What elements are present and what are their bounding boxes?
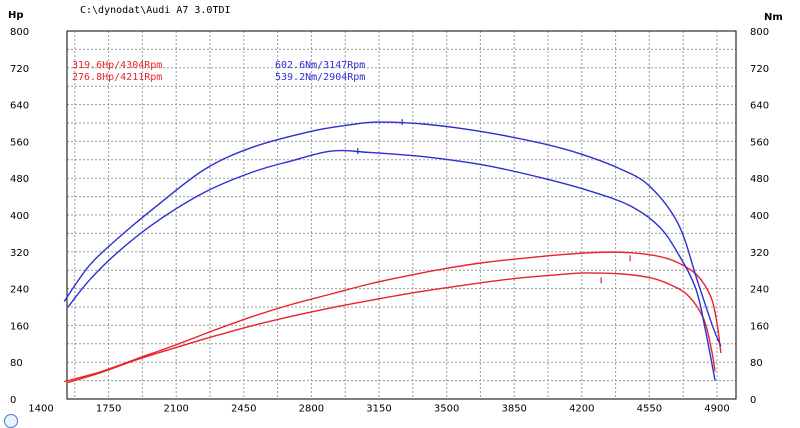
x-tick-label: 4200 (569, 403, 594, 414)
left-y-tick-label: 800 (10, 27, 29, 38)
right-axis-unit: Nm (764, 12, 783, 23)
right-y-tick-label: 320 (750, 248, 769, 259)
x-tick-label: 3500 (434, 403, 459, 414)
torque-annotation-1: 602.6Nm/3147Rpm (275, 60, 365, 71)
grid (67, 31, 736, 399)
left-y-tick-label: 560 (10, 137, 29, 148)
x-tick-label: 2800 (299, 403, 324, 414)
left-y-tick-label: 80 (10, 358, 23, 369)
power-annotation-2: 276.8Hp/4211Rpm (72, 72, 162, 83)
left-y-tick-label: 720 (10, 64, 29, 75)
right-y-tick-label: 160 (750, 321, 769, 332)
torque-curve-3 (63, 121, 722, 347)
power-curve-1 (63, 251, 722, 383)
left-y-axis-ticks: 0 80 160 240 320 400 480 560 640 720 800 (10, 27, 29, 406)
x-tick-label: 2100 (163, 403, 188, 414)
right-y-tick-label: 800 (750, 27, 769, 38)
chart-title: C:\dynodat\Audi A7 3.0TDI (80, 5, 231, 16)
peak-markers (357, 119, 631, 284)
left-y-tick-label: 240 (10, 285, 29, 296)
torque-curve-4 (67, 149, 716, 381)
left-y-tick-label: 640 (10, 101, 29, 112)
power-curve-2 (67, 272, 716, 384)
torque-annotation-2: 539.2Nm/2904Rpm (275, 72, 365, 83)
x-tick-label: 2450 (231, 403, 256, 414)
right-y-tick-label: 560 (750, 137, 769, 148)
left-y-tick-label: 400 (10, 211, 29, 222)
x-tick-label: 1400 (28, 403, 53, 414)
left-y-tick-label: 480 (10, 174, 29, 185)
right-y-axis-ticks: 0 80 160 240 320 400 480 560 640 720 800 (750, 27, 769, 406)
x-tick-label: 4900 (704, 403, 729, 414)
right-y-tick-label: 240 (750, 285, 769, 296)
left-y-tick-label: 320 (10, 248, 29, 259)
left-axis-unit: Hp (8, 10, 24, 21)
x-tick-label: 3850 (501, 403, 526, 414)
right-y-tick-label: 720 (750, 64, 769, 75)
plot-frame (66, 30, 737, 400)
x-tick-label: 1750 (96, 403, 121, 414)
x-tick-label: 3150 (366, 403, 391, 414)
right-y-tick-label: 0 (750, 395, 756, 406)
left-y-tick-label: 160 (10, 321, 29, 332)
right-y-tick-label: 640 (750, 101, 769, 112)
x-axis-ticks: 1400 1750 2100 2450 2800 3150 3500 3850 4200 4550… (28, 403, 729, 414)
x-tick-label: 4550 (637, 403, 662, 414)
power-annotation-1: 319.6Hp/4304Rpm (72, 60, 162, 71)
right-y-tick-label: 480 (750, 174, 769, 185)
left-y-tick-label: 0 (10, 395, 16, 406)
right-y-tick-label: 80 (750, 358, 763, 369)
right-y-tick-label: 400 (750, 211, 769, 222)
curves (63, 121, 722, 384)
